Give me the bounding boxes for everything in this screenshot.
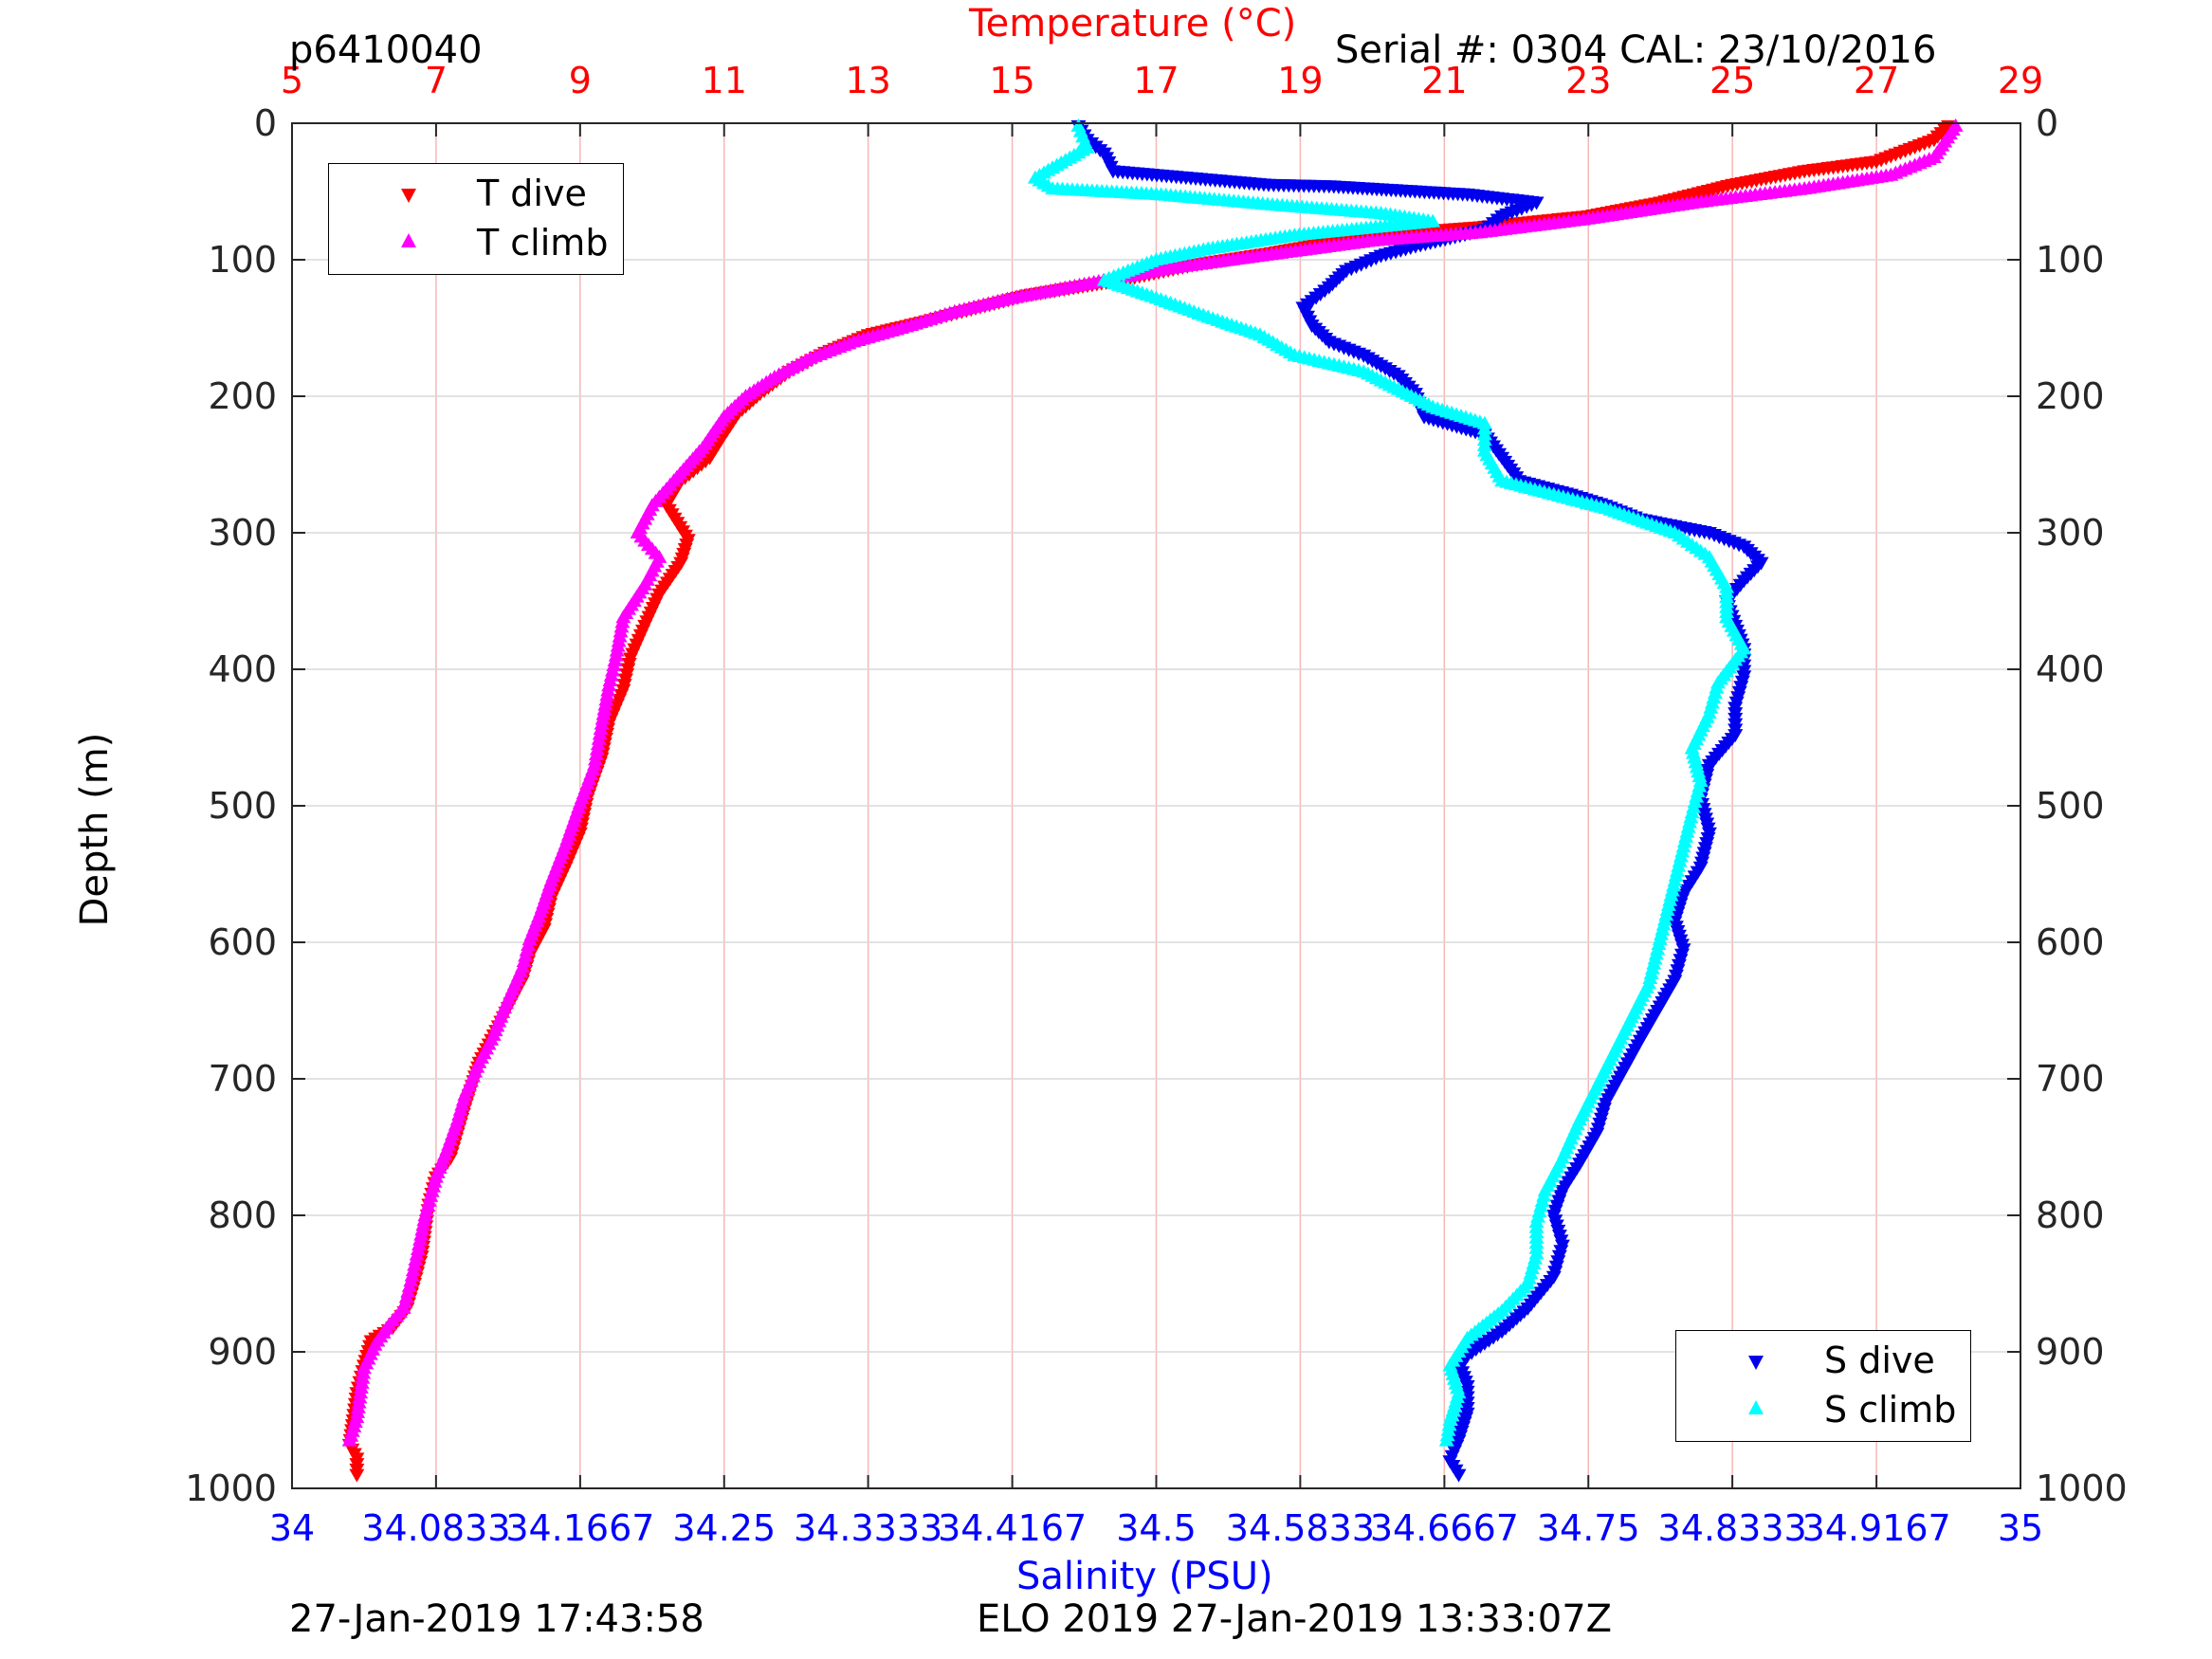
salinity-tick-label: 34.5 [1116,1507,1197,1549]
data-point [589,741,605,756]
depth-tick-label-right: 0 [2036,102,2058,144]
temperature-tick-label: 11 [702,60,747,101]
salinity-axis-title: Salinity (PSU) [1016,1555,1273,1598]
temperature-tick-label: 29 [1998,60,2043,101]
depth-tick-label-right: 200 [2036,375,2105,417]
data-point [593,721,609,735]
data-point [588,747,604,760]
legend-label-t-dive: T dive [477,173,587,214]
legend-entry-t-dive: T dive [329,170,623,219]
depth-axis-title: Depth (m) [73,732,117,927]
depth-tick-label-right: 100 [2036,239,2105,281]
salinity-tick-label: 34.1667 [505,1507,654,1549]
depth-tick-label-right: 700 [2036,1058,2105,1100]
data-point [1438,1432,1454,1447]
depth-tick-label-left: 900 [208,1331,277,1373]
legend-label-s-climb: S climb [1824,1389,1957,1431]
temperature-tick-label: 25 [1709,60,1755,101]
legend-entry-s-climb: S climb [1676,1386,1970,1435]
temperature-tick-label: 19 [1277,60,1323,101]
depth-tick-label-right: 1000 [2036,1468,2128,1509]
salinity-tick-label: 34.4167 [938,1507,1087,1549]
temperature-tick-label: 23 [1565,60,1611,101]
triangle-up-icon [401,233,416,247]
depth-tick-label-left: 400 [208,648,277,690]
depth-tick-label-left: 300 [208,512,277,554]
legend-label-s-dive: S dive [1824,1340,1935,1381]
legend-entry-s-dive: S dive [1676,1337,1970,1386]
depth-tick-label-left: 200 [208,375,277,417]
data-point [587,752,603,766]
depth-tick-label-right: 800 [2036,1194,2105,1236]
triangle-down-icon [1748,1356,1764,1370]
serial-calibration: Serial #: 0304 CAL: 23/10/2016 [1335,28,1937,72]
temperature-tick-label: 27 [1854,60,1899,101]
salinity-tick-label: 34.5833 [1226,1507,1375,1549]
triangle-up-icon [1748,1400,1764,1414]
deployment-id: p6410040 [289,28,483,72]
temperature-tick-label: 5 [281,60,303,101]
data-point [590,737,606,751]
data-point [591,731,607,745]
series-s-climb [1027,118,1752,1447]
temperature-axis-title: Temperature (°C) [969,2,1297,46]
series-t-climb [341,118,1964,1447]
depth-tick-label-right: 300 [2036,512,2105,554]
salinity-tick-label: 35 [1998,1507,2043,1549]
salinity-tick-label: 34.75 [1537,1507,1640,1549]
salinity-tick-label: 34 [269,1507,315,1549]
depth-tick-label-left: 700 [208,1058,277,1100]
data-point [1451,1468,1467,1483]
depth-tick-label-left: 100 [208,239,277,281]
depth-tick-label-left: 500 [208,785,277,827]
temperature-tick-label: 17 [1133,60,1179,101]
depth-tick-label-right: 400 [2036,648,2105,690]
footer-timestamp: 27-Jan-2019 17:43:58 [289,1597,704,1641]
temperature-tick-label: 13 [845,60,890,101]
depth-tick-label-right: 500 [2036,785,2105,827]
data-point [349,1468,365,1483]
salinity-tick-label: 34.25 [672,1507,776,1549]
salinity-tick-label: 34.8333 [1658,1507,1807,1549]
footer-mission: ELO 2019 27-Jan-2019 13:33:07Z [977,1597,1613,1641]
temperature-legend: T dive T climb [328,163,624,275]
data-point [592,726,608,740]
depth-tick-label-left: 800 [208,1194,277,1236]
salinity-tick-label: 34.0833 [361,1507,510,1549]
temperature-tick-label: 21 [1421,60,1467,101]
salinity-tick-label: 34.9167 [1802,1507,1951,1549]
salinity-tick-label: 34.3333 [794,1507,942,1549]
salinity-legend: S dive S climb [1675,1330,1971,1442]
temperature-tick-label: 15 [989,60,1034,101]
temperature-tick-label: 9 [569,60,592,101]
triangle-down-icon [401,189,416,203]
legend-label-t-climb: T climb [477,222,609,264]
depth-tick-label-right: 900 [2036,1331,2105,1373]
depth-tick-label-left: 1000 [185,1468,277,1509]
legend-entry-t-climb: T climb [329,219,623,268]
salinity-tick-label: 34.6667 [1370,1507,1519,1549]
depth-tick-label-left: 0 [254,102,277,144]
depth-tick-label-left: 600 [208,921,277,963]
depth-tick-label-right: 600 [2036,921,2105,963]
data-point [594,716,610,730]
temperature-tick-label: 7 [425,60,448,101]
data-point [341,1432,357,1447]
